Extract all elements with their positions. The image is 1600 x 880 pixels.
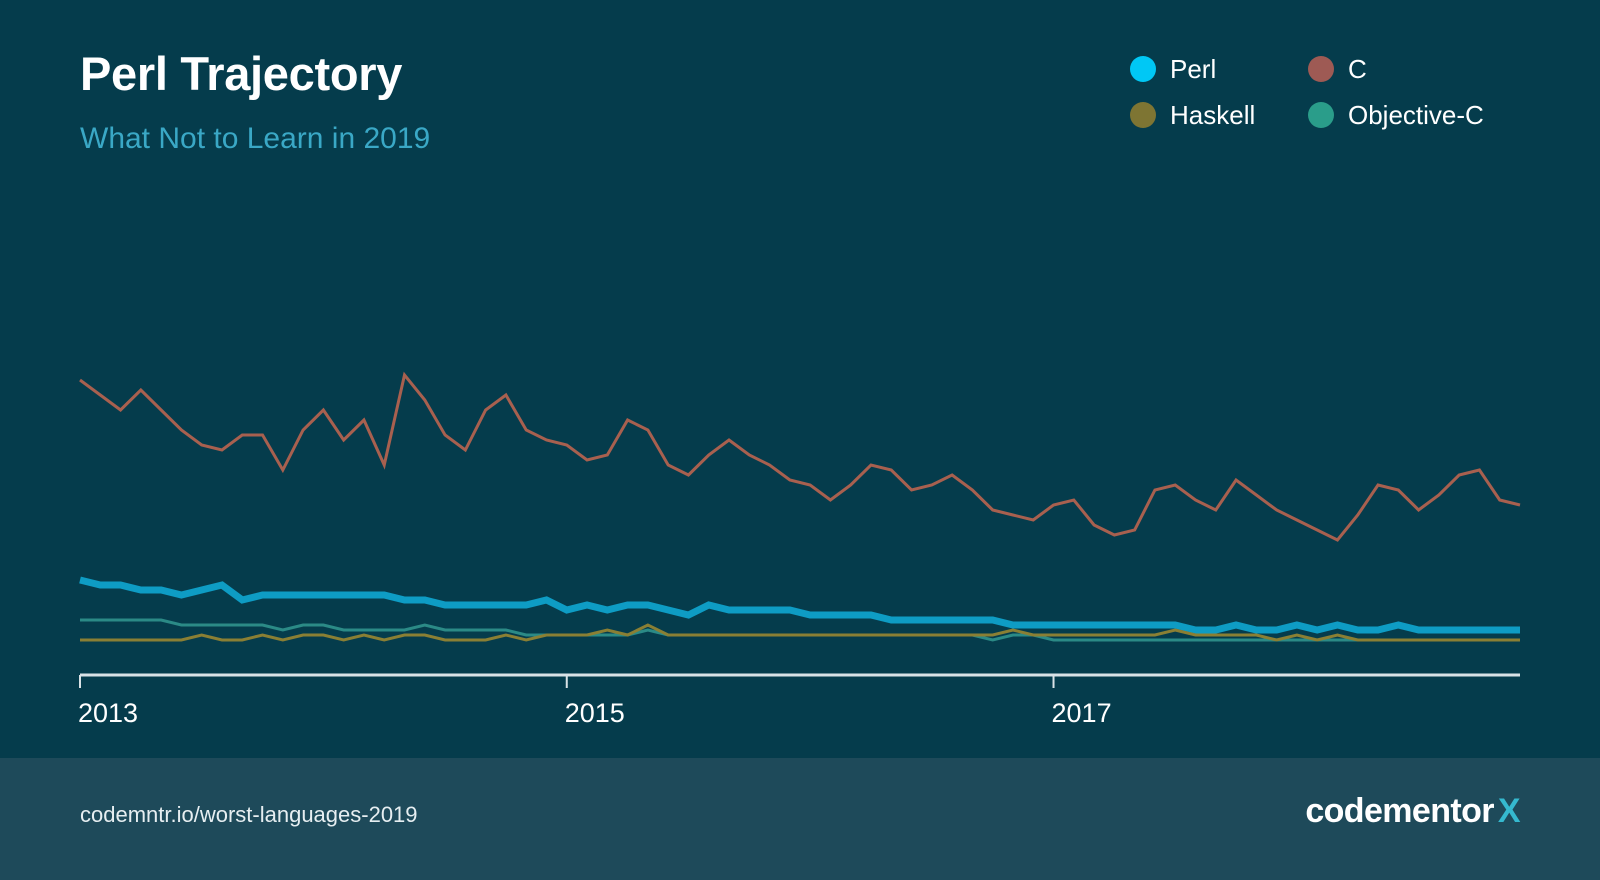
footer-url[interactable]: codemntr.io/worst-languages-2019 (80, 802, 418, 827)
x-axis-tick-labels: 2013 2015 2017 (0, 698, 1600, 748)
logo-wordmark: codementor (1305, 792, 1494, 830)
legend-label: Perl (1170, 54, 1217, 84)
chart-plot-area (0, 190, 1600, 690)
line-chart (79, 371, 1521, 642)
legend-item-perl[interactable]: Perl (1130, 56, 1298, 82)
logo-x-icon: X (1497, 792, 1521, 830)
legend-label: C (1348, 54, 1367, 84)
x-tick-label: 2013 (78, 698, 139, 728)
series-line-haskell (80, 623, 1520, 642)
series-line-perl (79, 576, 1520, 634)
series-layer (79, 371, 1521, 642)
legend-label: Objective-C (1348, 100, 1484, 130)
legend-item-objective-c[interactable]: Objective-C (1308, 102, 1530, 128)
legend-dot-icon (1308, 102, 1334, 128)
legend-dot-icon (1130, 102, 1156, 128)
header: Perl Trajectory What Not to Learn in 201… (0, 0, 1600, 190)
footer: codemntr.io/worst-languages-2019 codemen… (0, 758, 1600, 880)
legend-item-c[interactable]: C (1308, 56, 1530, 82)
legend-item-haskell[interactable]: Haskell (1130, 102, 1298, 128)
x-tick-label: 2015 (564, 698, 625, 728)
legend-dot-icon (1130, 56, 1156, 82)
series-line-c (79, 371, 1521, 542)
x-axis: 2013 2015 2017 (0, 672, 1600, 752)
page-subtitle: What Not to Learn in 2019 (80, 122, 431, 155)
x-tick-label: 2017 (1051, 698, 1112, 728)
x-axis-line (79, 673, 1520, 688)
page-title: Perl Trajectory (80, 47, 403, 100)
chart-legend: Perl C Haskell Objective-C (1130, 56, 1530, 128)
legend-dot-icon (1308, 56, 1334, 82)
codementor-logo[interactable]: codementor X (1305, 794, 1520, 828)
legend-label: Haskell (1170, 100, 1256, 130)
